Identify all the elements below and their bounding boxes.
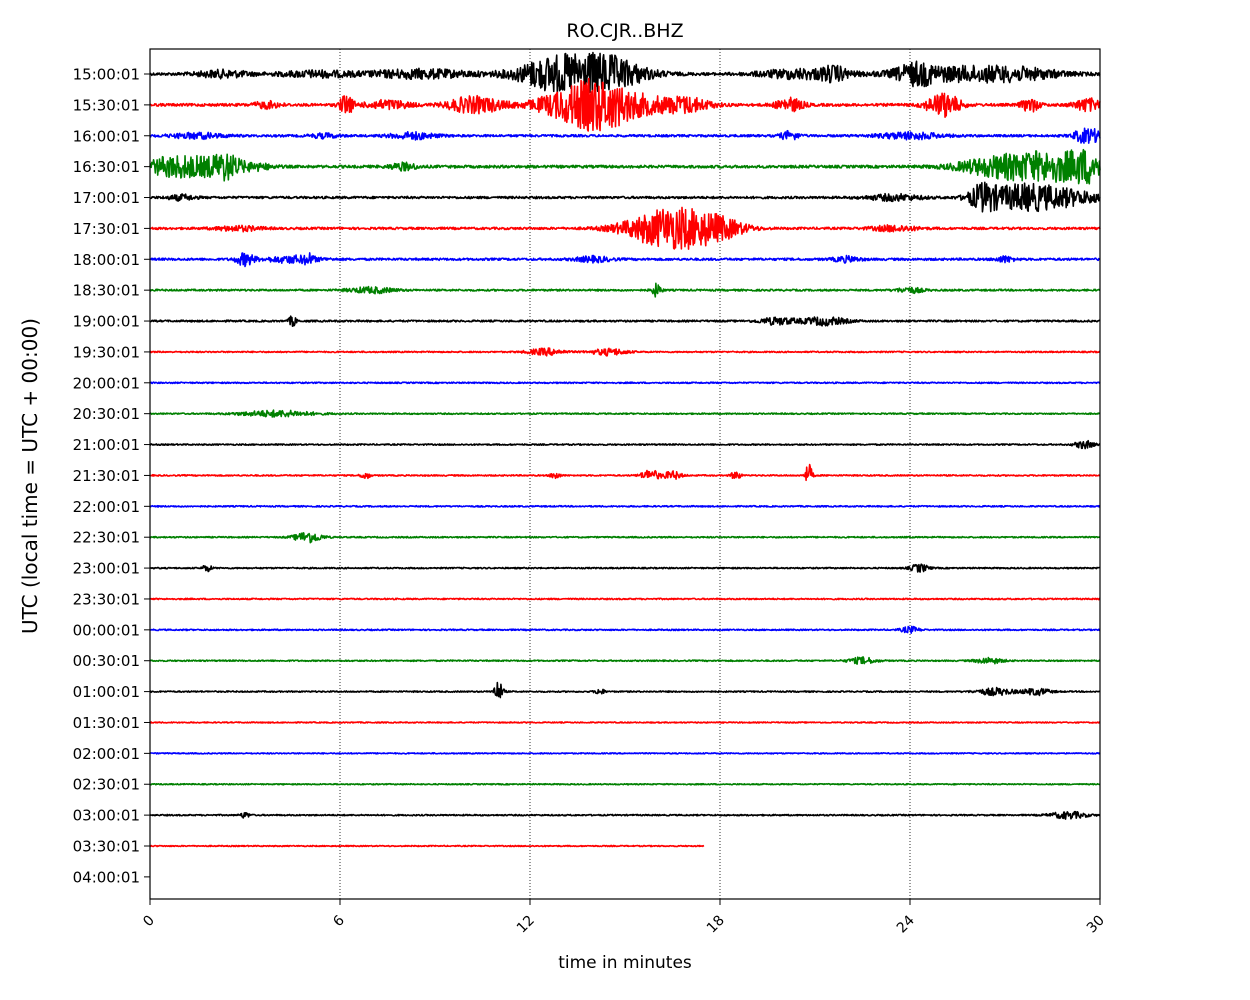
trace-layer xyxy=(149,51,1101,848)
x-tick-label: 6 xyxy=(330,912,348,930)
x-tick-label: 30 xyxy=(1084,913,1108,937)
x-axis-label: time in minutes xyxy=(558,953,692,973)
y-tick-label: 21:30:01 xyxy=(73,467,140,485)
y-tick-label: 20:30:01 xyxy=(73,405,140,423)
trace-line xyxy=(149,844,705,848)
x-axis: 0 6 12 18 24 30 xyxy=(140,899,1108,936)
trace-line xyxy=(149,206,1101,250)
trace-line xyxy=(149,463,1101,482)
y-tick-label: 00:30:01 xyxy=(73,652,140,670)
y-tick-label: 22:00:01 xyxy=(73,498,140,516)
x-tick-label: 24 xyxy=(894,912,918,936)
y-tick-label: 21:00:01 xyxy=(73,436,140,454)
y-tick-label: 00:00:01 xyxy=(73,621,140,639)
trace-line xyxy=(149,282,1101,298)
y-tick-label: 23:00:01 xyxy=(73,560,140,578)
y-tick-label: 01:30:01 xyxy=(73,714,140,732)
trace-line xyxy=(149,409,1101,418)
trace-line xyxy=(149,656,1101,665)
y-axis: 15:00:01 15:30:01 16:00:01 16:30:01 17:00:01… xyxy=(73,66,150,886)
trace-line xyxy=(149,77,1101,132)
trace-line xyxy=(149,782,1101,786)
trace-line xyxy=(149,597,1101,601)
y-tick-label: 02:00:01 xyxy=(73,745,140,763)
y-tick-label: 01:00:01 xyxy=(73,683,140,701)
y-tick-label: 18:00:01 xyxy=(73,251,140,269)
y-tick-label: 22:30:01 xyxy=(73,529,140,547)
trace-line xyxy=(149,381,1101,385)
y-tick-label: 19:30:01 xyxy=(73,343,140,361)
y-tick-label: 23:30:01 xyxy=(73,590,140,608)
trace-line xyxy=(149,752,1101,755)
trace-line xyxy=(149,504,1101,508)
trace-line xyxy=(149,51,1101,94)
y-tick-label: 16:30:01 xyxy=(73,158,140,176)
trace-line xyxy=(149,625,1101,634)
x-tick-label: 18 xyxy=(704,913,728,937)
trace-line xyxy=(149,532,1101,544)
y-tick-label: 17:00:01 xyxy=(73,189,140,207)
trace-line xyxy=(149,315,1101,328)
trace-line xyxy=(149,810,1101,820)
x-tick-label: 12 xyxy=(514,913,538,937)
trace-line xyxy=(149,681,1101,699)
trace-line xyxy=(149,721,1101,724)
y-tick-label: 15:00:01 xyxy=(73,66,140,84)
y-tick-label: 03:00:01 xyxy=(73,807,140,825)
y-tick-label: 16:00:01 xyxy=(73,127,140,145)
trace-line xyxy=(149,127,1101,144)
x-tick-label: 0 xyxy=(140,913,158,931)
y-tick-label: 02:30:01 xyxy=(73,776,140,794)
trace-line xyxy=(149,148,1101,185)
y-tick-label: 20:00:01 xyxy=(73,374,140,392)
trace-line xyxy=(149,252,1101,268)
y-tick-label: 19:00:01 xyxy=(73,313,140,331)
y-tick-label: 17:30:01 xyxy=(73,220,140,238)
y-tick-label: 18:30:01 xyxy=(73,282,140,300)
y-axis-label: UTC (local time = UTC + 00:00) xyxy=(18,318,42,634)
trace-line xyxy=(149,439,1101,450)
y-tick-label: 15:30:01 xyxy=(73,96,140,114)
plot-frame xyxy=(149,48,1101,900)
y-tick-label: 04:00:01 xyxy=(73,868,140,886)
trace-line xyxy=(149,347,1101,357)
trace-line xyxy=(149,563,1101,573)
trace-line xyxy=(149,181,1101,213)
chart-title: RO.CJR..BHZ xyxy=(566,20,683,42)
grid-lines xyxy=(339,49,911,899)
y-tick-label: 03:30:01 xyxy=(73,838,140,856)
